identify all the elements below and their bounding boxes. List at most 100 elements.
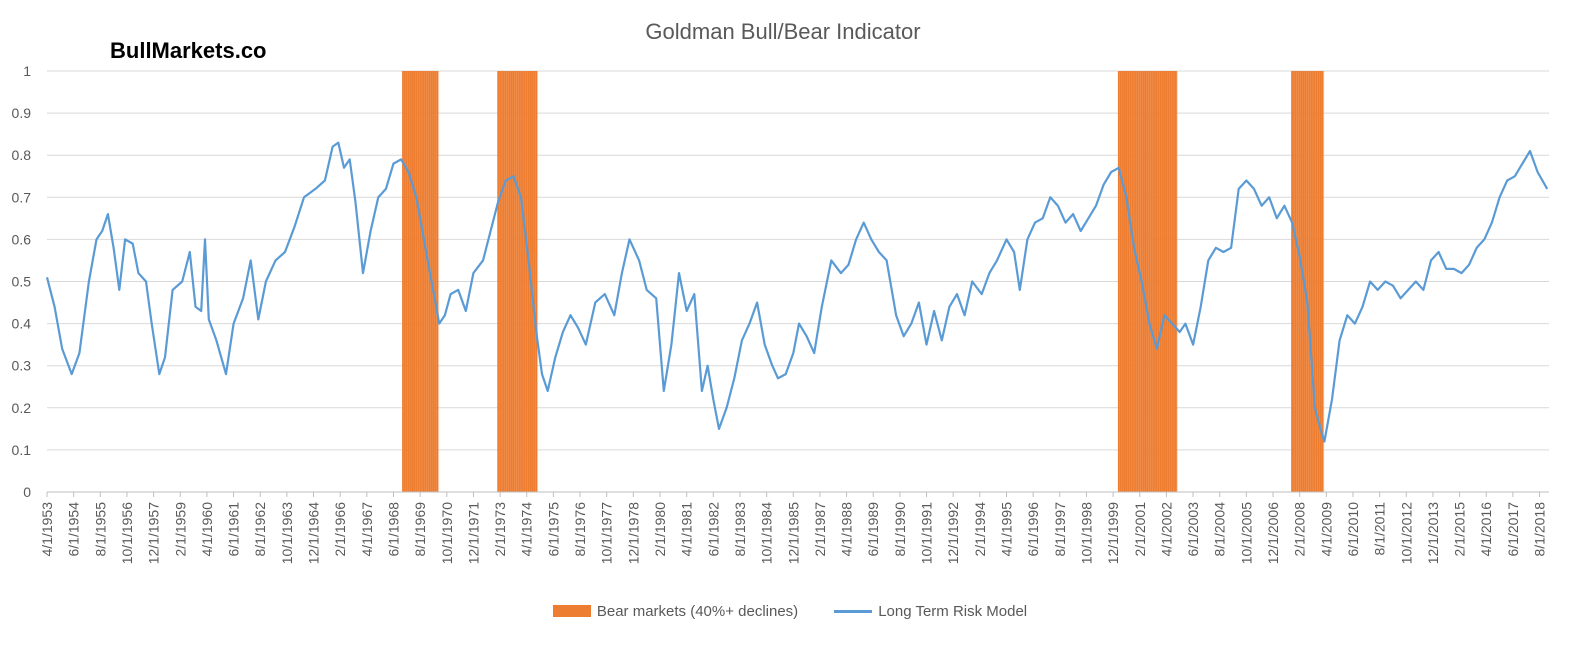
bear-market-bar: [1123, 71, 1126, 492]
bear-market-bar: [1136, 71, 1139, 492]
bear-market-bar: [432, 71, 435, 492]
y-tick-label: 0.9: [12, 105, 32, 121]
x-tick-label: 6/1/2003: [1185, 502, 1201, 557]
bear-market-bar: [411, 71, 414, 492]
bear-market-bar: [1171, 71, 1174, 492]
y-tick-label: 0.5: [12, 274, 32, 290]
y-tick-label: 0.8: [12, 147, 32, 163]
x-tick-label: 4/1/1981: [679, 502, 695, 557]
bear-market-bar: [1291, 71, 1293, 492]
bear-market-bar: [1154, 71, 1156, 492]
bear-market-bar: [506, 71, 509, 492]
bear-market-bar: [1157, 71, 1160, 492]
y-tick-label: 0.1: [12, 442, 32, 458]
bear-market-bar: [522, 71, 524, 492]
y-tick-label: 0.2: [12, 400, 32, 416]
bear-market-bar: [516, 71, 519, 492]
bear-market-bar: [1117, 71, 1120, 492]
x-tick-label: 12/1/1985: [785, 502, 801, 564]
bear-market-bar: [497, 71, 500, 492]
y-tick-label: 1: [23, 63, 31, 79]
bear-market-bar: [421, 71, 423, 492]
x-tick-label: 6/1/2010: [1345, 502, 1361, 557]
chart-title: Goldman Bull/Bear Indicator: [645, 19, 920, 44]
bear-market-bar: [424, 71, 427, 492]
bear-market-bar: [426, 71, 429, 492]
x-tick-label: 2/1/1973: [492, 502, 508, 557]
x-tick-label: 12/1/1964: [306, 502, 322, 564]
x-tick-label: 8/1/1969: [412, 502, 428, 557]
bear-market-bar: [512, 71, 515, 492]
x-tick-label: 10/1/2005: [1238, 502, 1254, 564]
bear-market-bar: [1129, 71, 1132, 492]
y-tick-label: 0.3: [12, 358, 32, 374]
bear-market-bar: [499, 71, 501, 492]
bear-market-bar: [1144, 71, 1147, 492]
bear-market-bar: [434, 71, 437, 492]
y-tick-label: 0.7: [12, 189, 32, 205]
x-tick-label: 4/1/1974: [519, 502, 535, 557]
bear-market-bar: [514, 71, 517, 492]
x-tick-label: 2/1/2001: [1132, 502, 1148, 557]
bear-market-bar: [1135, 71, 1137, 492]
risk-model-line: [45, 141, 1549, 443]
x-tick-label: 6/1/1989: [865, 502, 881, 557]
x-tick-label: 10/1/1998: [1078, 502, 1094, 564]
bear-market-bar: [1163, 71, 1166, 492]
x-tick-label: 10/1/1977: [599, 502, 615, 564]
bear-market-bar: [1155, 71, 1158, 492]
bear-market-bar: [1169, 71, 1172, 492]
x-tick-label: 4/1/1953: [39, 502, 55, 557]
bear-market-bar: [1159, 71, 1162, 492]
bear-market-bar: [1310, 71, 1312, 492]
bear-market-bar: [428, 71, 431, 492]
legend-swatch-line: [834, 609, 873, 613]
bear-market-bar: [405, 71, 408, 492]
bear-market-bar: [1293, 71, 1295, 492]
bear-market-bar: [1173, 71, 1175, 492]
line-layer: [45, 141, 1549, 443]
bear-market-bar: [1119, 71, 1122, 492]
bear-market-bar: [1300, 71, 1303, 492]
bear-market-bar: [1175, 71, 1177, 492]
bear-market-bar: [1317, 71, 1320, 492]
bear-market-bar: [504, 71, 507, 492]
x-tick-label: 8/1/1962: [252, 502, 268, 557]
legend: Bear markets (40%+ declines) Long Term R…: [0, 598, 1580, 624]
bear-market-bar: [533, 71, 536, 492]
bear-market-bar: [1319, 71, 1322, 492]
bear-market-bar: [404, 71, 406, 492]
bear-market-bar: [419, 71, 422, 492]
bear-market-bar: [1167, 71, 1170, 492]
y-tick-label: 0.4: [12, 316, 32, 332]
bear-market-bar: [1165, 71, 1168, 492]
bear-market-bar: [1312, 71, 1314, 492]
bear-market-bar: [1125, 71, 1128, 492]
legend-swatch-bear: [552, 605, 591, 617]
bear-market-bar: [520, 71, 522, 492]
legend-item-line: Long Term Risk Model: [834, 603, 1027, 620]
x-tick-label: 4/1/2002: [1158, 502, 1174, 557]
bear-market-bar: [1296, 71, 1299, 492]
bear-market-bar: [508, 71, 511, 492]
x-tick-label: 2/1/1987: [812, 502, 828, 557]
x-tick-label: 2/1/1994: [972, 502, 988, 557]
bear-market-bar: [1131, 71, 1134, 492]
bear-market-bar: [436, 71, 439, 492]
bear-market-bar: [402, 71, 404, 492]
bear-market-bar: [1138, 71, 1141, 492]
x-tick-label: 12/1/1957: [146, 502, 162, 564]
bear-market-bar: [1152, 71, 1154, 492]
x-tick-label: 8/1/2018: [1532, 502, 1548, 557]
x-tick-label: 2/1/2008: [1292, 502, 1308, 557]
x-tick-label: 8/1/2004: [1212, 502, 1228, 557]
x-tick-label: 2/1/2015: [1452, 502, 1468, 557]
x-tick-label: 6/1/1954: [66, 502, 82, 557]
x-tick-label: 10/1/1991: [919, 502, 935, 564]
bear-market-bar: [417, 71, 420, 492]
bear-market-bar: [415, 71, 418, 492]
x-tick-label: 12/1/1978: [625, 502, 641, 564]
bear-market-bar: [510, 71, 513, 492]
x-tick-label: 2/1/1966: [332, 502, 348, 557]
